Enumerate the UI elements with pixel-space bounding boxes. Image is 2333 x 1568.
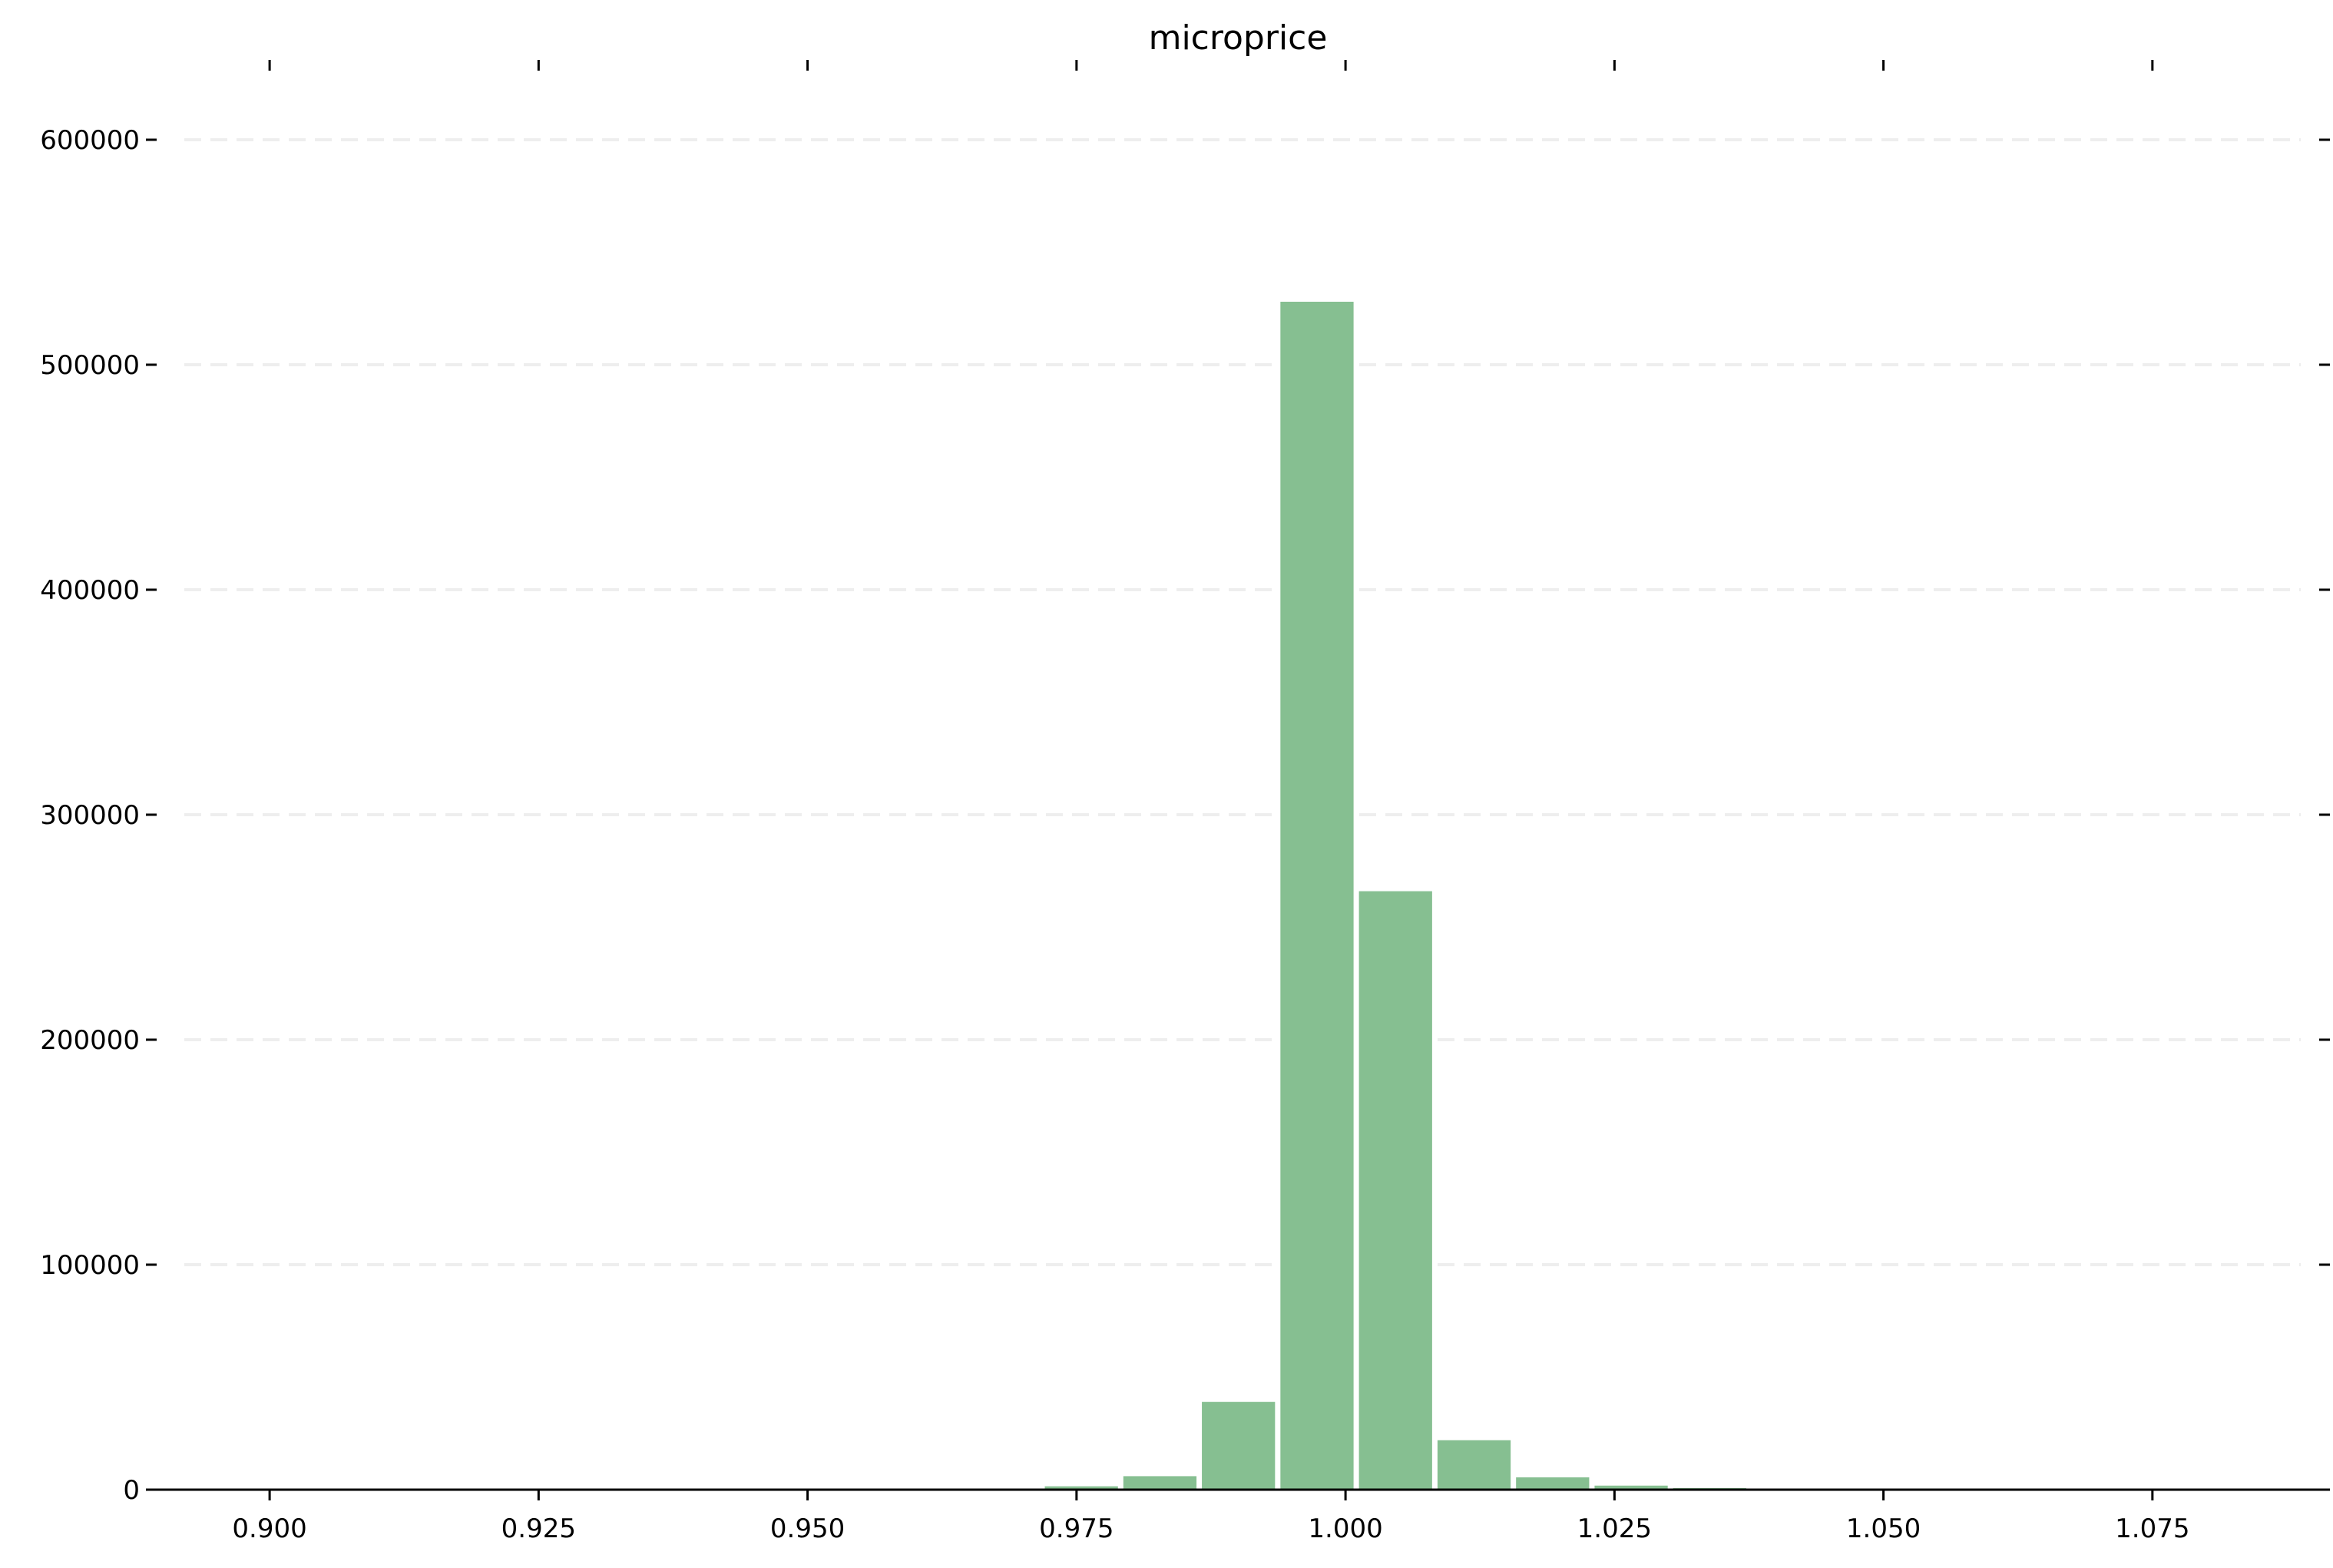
histogram-bar-7 xyxy=(1516,1477,1590,1490)
histogram-bar-4 xyxy=(1280,301,1354,1490)
x-tick-label-2: 0.950 xyxy=(770,1513,845,1544)
chart-title: microprice xyxy=(1149,18,1328,58)
x-tick-label-0: 0.900 xyxy=(232,1513,306,1544)
histogram-bar-5 xyxy=(1358,891,1432,1490)
y-tick-label-1: 100000 xyxy=(40,1250,140,1281)
histogram-bar-2 xyxy=(1123,1476,1197,1490)
y-tick-label-0: 0 xyxy=(123,1475,140,1506)
gridlines xyxy=(184,138,2301,1266)
y-tick-label-6: 600000 xyxy=(40,125,140,156)
x-tick-label-7: 1.075 xyxy=(2115,1513,2189,1544)
x-tick-label-1: 0.925 xyxy=(501,1513,576,1544)
histogram-bar-1 xyxy=(1044,1486,1118,1490)
x-tick-label-5: 1.025 xyxy=(1577,1513,1652,1544)
histogram-bar-6 xyxy=(1437,1440,1511,1490)
y-tick-label-3: 300000 xyxy=(40,800,140,831)
histogram-bar-3 xyxy=(1202,1401,1276,1490)
y-tick-label-4: 400000 xyxy=(40,575,140,606)
y-tick-label-2: 200000 xyxy=(40,1025,140,1056)
bars xyxy=(966,301,1825,1490)
y-ticks: 0 100000 200000 300000 400000 500000 600000 xyxy=(40,125,2330,1506)
histogram-bar-8 xyxy=(1594,1485,1668,1490)
x-ticks: 0.900 0.925 0.950 0.975 1.000 1.025 1.050 1.075 xyxy=(232,60,2190,1544)
x-tick-label-6: 1.050 xyxy=(1846,1513,1921,1544)
x-tick-label-4: 1.000 xyxy=(1308,1513,1382,1544)
x-tick-label-3: 0.975 xyxy=(1039,1513,1114,1544)
y-tick-label-5: 500000 xyxy=(40,350,140,381)
